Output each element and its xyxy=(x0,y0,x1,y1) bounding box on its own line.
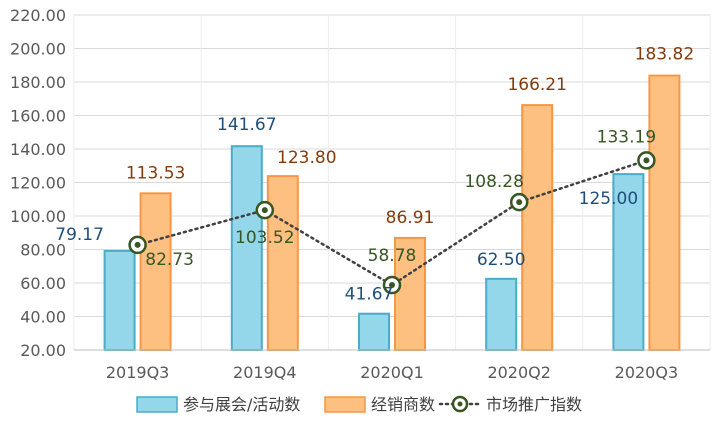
legend-swatch xyxy=(136,396,178,413)
data-label: 125.00 xyxy=(579,189,638,209)
data-label: 58.78 xyxy=(368,246,417,266)
y-tick-label: 60.00 xyxy=(20,274,66,293)
data-label: 41.67 xyxy=(345,285,394,305)
legend-swatch xyxy=(324,396,366,413)
data-label: 86.91 xyxy=(386,208,435,228)
line-point-center xyxy=(516,199,523,206)
x-tick-label: 2020Q2 xyxy=(487,363,551,382)
legend-label: 市场推广指数 xyxy=(486,395,582,414)
legend-marker-center xyxy=(457,401,463,407)
data-label: 113.53 xyxy=(126,163,185,183)
legend-label: 参与展会/活动数 xyxy=(183,395,300,414)
y-tick-label: 200.00 xyxy=(10,40,66,59)
x-tick-label: 2019Q3 xyxy=(106,363,170,382)
x-tick-label: 2020Q1 xyxy=(360,363,424,382)
legend-label: 经销商数 xyxy=(371,395,435,414)
bar-distributors xyxy=(394,236,426,351)
bar-distributors xyxy=(648,74,681,351)
bar-distributors xyxy=(266,175,299,351)
line-point-center xyxy=(389,282,395,289)
line-point-center xyxy=(643,157,650,164)
line-point-center xyxy=(134,241,141,248)
data-label: 103.52 xyxy=(235,228,294,248)
data-label: 62.50 xyxy=(477,250,526,270)
y-tick-label: 160.00 xyxy=(10,107,66,126)
data-labels: 79.17 141.67 41.67 62.50 125.00 113.53 123.80 8… xyxy=(55,45,694,305)
y-tick-label: 120.00 xyxy=(10,174,66,193)
y-tick-label: 220.00 xyxy=(10,6,66,25)
line-series xyxy=(128,151,656,295)
bar-distributors xyxy=(521,104,554,351)
x-tick-label: 2020Q3 xyxy=(615,363,679,382)
legend: 参与展会/活动数 经销商数 市场推广指数 xyxy=(136,395,582,414)
bar-exhibitions xyxy=(230,145,263,351)
data-label: 141.67 xyxy=(217,115,276,135)
data-label: 183.82 xyxy=(635,45,694,65)
bar-exhibitions xyxy=(358,312,390,352)
y-tick-label: 80.00 xyxy=(20,241,66,260)
bar-distributors xyxy=(139,192,172,351)
y-tick-label: 100.00 xyxy=(10,207,66,226)
data-label: 82.73 xyxy=(145,250,194,270)
x-tick-label: 2019Q4 xyxy=(233,363,297,382)
grid xyxy=(73,14,711,351)
line-point-center xyxy=(261,207,268,214)
data-label: 123.80 xyxy=(277,148,336,168)
x-axis: 2019Q3 2019Q4 2020Q1 2020Q2 2020Q3 xyxy=(74,349,710,382)
line-path xyxy=(136,159,648,287)
data-label: 133.19 xyxy=(597,127,656,147)
y-tick-label: 140.00 xyxy=(10,140,66,159)
bar-exhibitions xyxy=(612,173,645,351)
y-tick-label: 20.00 xyxy=(20,341,66,360)
bar-exhibitions xyxy=(485,277,518,351)
y-tick-label: 180.00 xyxy=(10,73,66,92)
bar-exhibitions xyxy=(103,249,136,351)
y-tick-label: 40.00 xyxy=(20,308,66,327)
data-label: 108.28 xyxy=(464,172,523,192)
data-label: 166.21 xyxy=(507,75,566,95)
data-label: 79.17 xyxy=(55,225,104,245)
y-axis: 20.00 40.00 60.00 80.00 100.00 120.00 140.00 16… xyxy=(10,6,66,360)
